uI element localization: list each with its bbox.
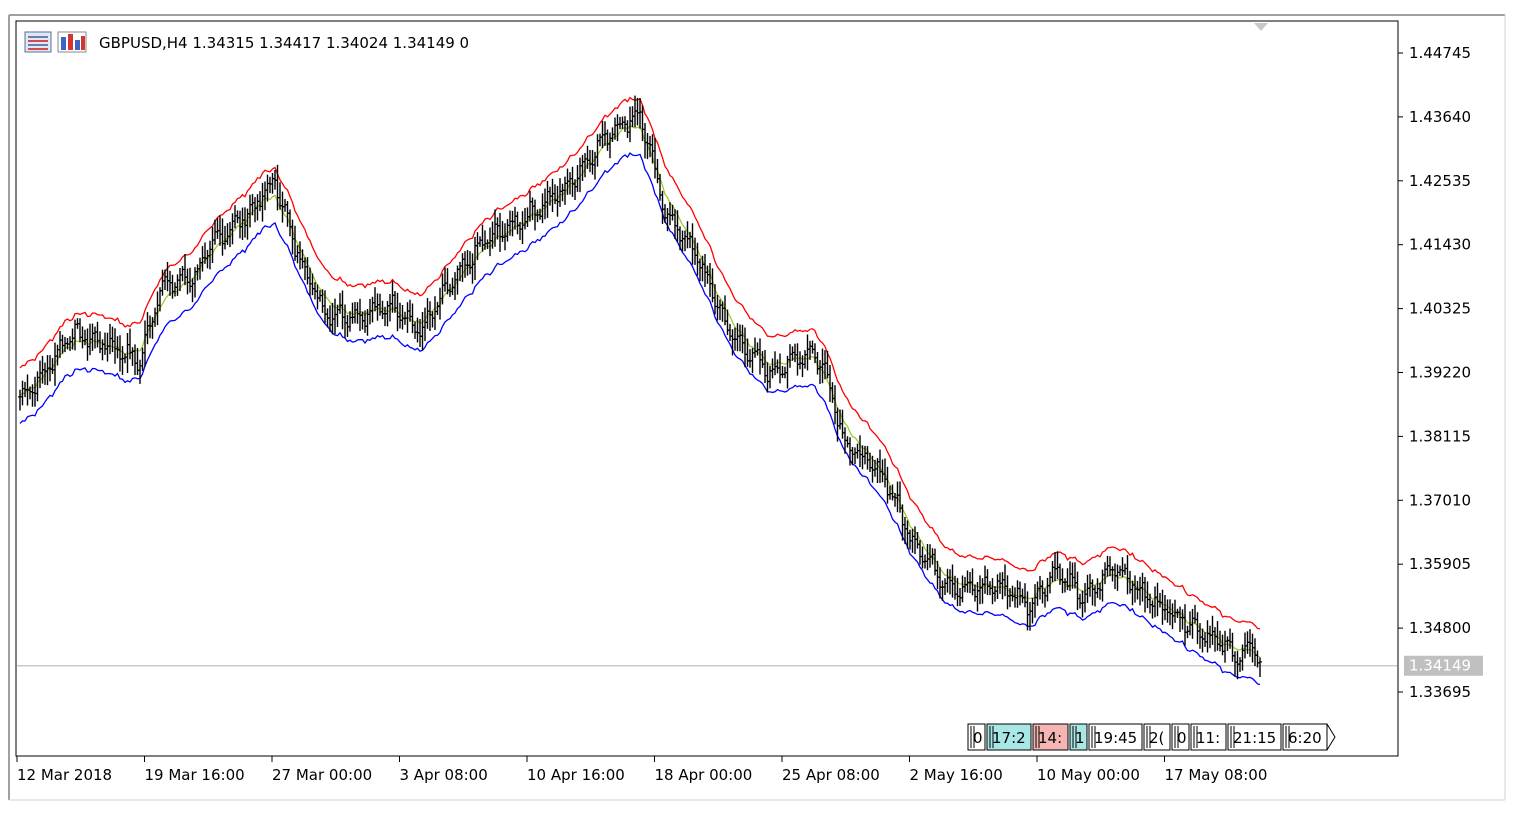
chart-shift-marker[interactable] (1254, 23, 1268, 31)
signal-icon[interactable] (57, 31, 87, 53)
trade-tag[interactable]: 14: (1032, 723, 1069, 751)
price-tick-label: 1.41430 (1409, 236, 1471, 254)
time-tick-label: 10 Apr 16:00 (527, 766, 625, 784)
trade-tag-label: 1 (1075, 729, 1085, 747)
time-tick-label: 27 Mar 00:00 (272, 766, 372, 784)
trade-tag-label: 0 (1177, 729, 1187, 747)
trade-tag-label: 17:2 (992, 729, 1026, 747)
price-tick-label: 1.33695 (1409, 683, 1471, 701)
chart-window-icon[interactable] (24, 31, 52, 53)
trade-tag[interactable]: 0 (967, 723, 986, 751)
price-tick-label: 1.42535 (1409, 172, 1471, 190)
trade-tag-label: 2( (1149, 729, 1164, 747)
trade-tag[interactable]: 11: (1190, 723, 1227, 751)
price-tick-label: 1.37010 (1409, 491, 1471, 509)
price-tick-label: 1.39220 (1409, 364, 1471, 382)
price-axis[interactable]: 1.44745 1.43640 1.42535 1.41430 1.40325 1.392… (1398, 44, 1483, 701)
lower-band-path (19, 152, 1261, 686)
plot-area[interactable] (15, 20, 1399, 757)
time-tick-label: 17 May 08:00 (1165, 766, 1268, 784)
current-price-label: 1.34149 (1409, 657, 1471, 675)
time-tick-label: 18 Apr 00:00 (655, 766, 753, 784)
trade-tag-label: 21:15 (1233, 729, 1276, 747)
trade-tag[interactable]: 1 (1069, 723, 1088, 751)
time-tick-label: 2 May 16:00 (910, 766, 1003, 784)
price-bars[interactable] (18, 95, 1262, 680)
time-tick-label: 25 Apr 08:00 (782, 766, 880, 784)
price-tick-label: 1.35905 (1409, 555, 1471, 573)
time-axis[interactable]: 12 Mar 2018 19 Mar 16:00 27 Mar 00:00 3 Apr… (16, 756, 1268, 784)
trade-tag[interactable]: 0 (1171, 723, 1190, 751)
trade-tag[interactable]: 17:2 (986, 723, 1032, 751)
trade-tag[interactable]: 19:45 (1088, 723, 1143, 751)
tag-arrow-icon (1326, 723, 1336, 751)
trade-history-tags[interactable]: 0 17:2 14: 1 19:45 2( 0 11: 21:15 6:20 (967, 723, 1336, 751)
price-tick-label: 1.40325 (1409, 300, 1471, 318)
price-tick-label: 1.43640 (1409, 108, 1471, 126)
price-tick-label: 1.38115 (1409, 427, 1471, 445)
price-bar[interactable] (1258, 657, 1262, 677)
current-price-badge (1404, 655, 1483, 676)
lower-band-line (19, 152, 1261, 686)
symbol-info-label: GBPUSD,H4 1.34315 1.34417 1.34024 1.3414… (99, 34, 469, 52)
trade-tag-label: 11: (1196, 729, 1220, 747)
trade-tag-label: 6:20 (1288, 729, 1322, 747)
trade-tag-label: 0 (973, 729, 983, 747)
time-tick-label: 3 Apr 08:00 (400, 766, 488, 784)
time-tick-label: 19 Mar 16:00 (145, 766, 245, 784)
trade-tag-label: 14: (1038, 729, 1062, 747)
time-tick-label: 10 May 00:00 (1037, 766, 1140, 784)
time-tick-label: 12 Mar 2018 (17, 766, 112, 784)
trade-tag[interactable]: 21:15 (1227, 723, 1282, 751)
trade-tag[interactable]: 6:20 (1282, 723, 1328, 751)
trade-tag-label: 19:45 (1094, 729, 1137, 747)
price-tick-label: 1.44745 (1409, 44, 1471, 62)
price-tick-label: 1.34800 (1409, 619, 1471, 637)
trade-tag[interactable]: 2( (1143, 723, 1171, 751)
